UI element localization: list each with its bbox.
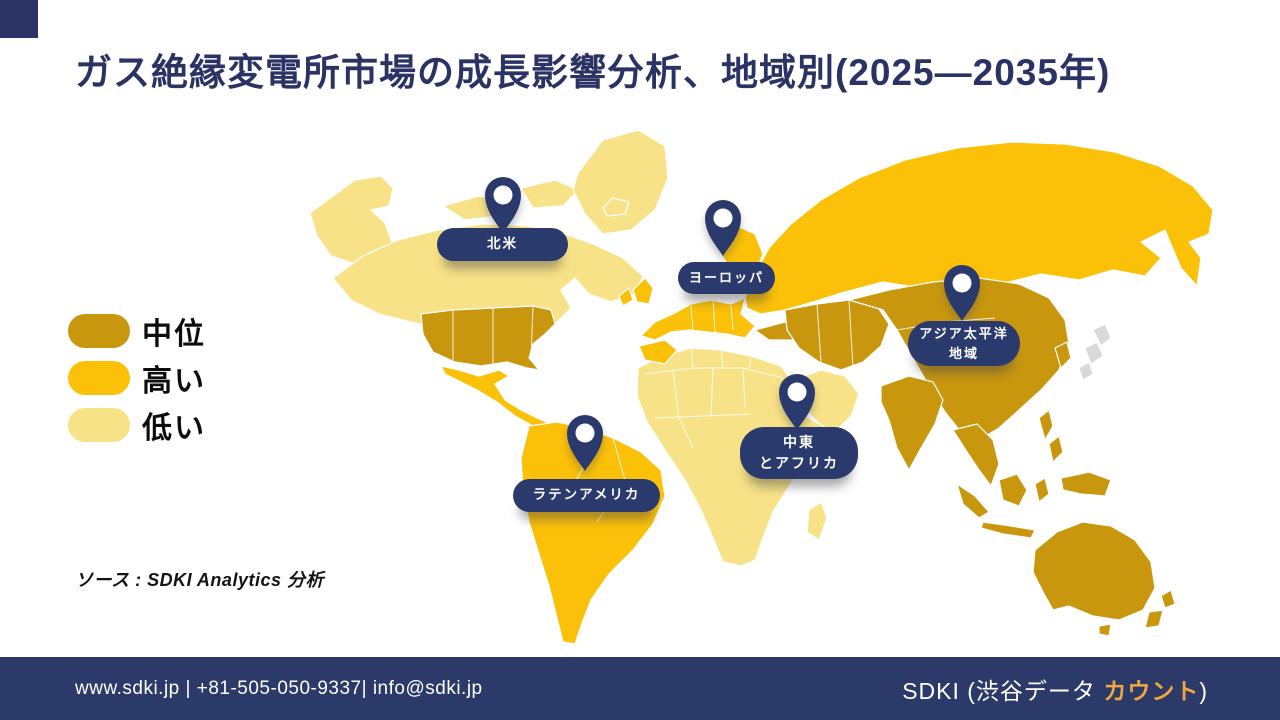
footer-brand: SDKI (渋谷データ カウント) <box>902 677 1208 704</box>
legend-swatch-low-icon <box>68 408 130 442</box>
footer-brand-highlight: カウント <box>1103 677 1200 704</box>
footer-contact: www.sdki.jp | +81-505-050-9337| info@sdk… <box>75 677 483 699</box>
pin-asia-pacific-icon <box>944 265 980 321</box>
legend-label-high: 高い <box>142 365 206 398</box>
pin-latin-america-icon <box>567 415 603 471</box>
map-regions-high <box>440 141 1214 645</box>
pin-middle-east-africa-icon <box>779 374 815 430</box>
source-note: ソース : SDKI Analytics 分析 <box>75 570 324 590</box>
legend-item-low: 低い <box>68 408 206 445</box>
pin-north-america-icon <box>485 177 521 233</box>
label-europe: ヨーロッパ <box>678 262 775 294</box>
legend-swatch-high-icon <box>68 361 130 395</box>
world-map-svg <box>309 129 1214 645</box>
world-map <box>293 118 1238 648</box>
footer-bar: www.sdki.jp | +81-505-050-9337| info@sdk… <box>0 657 1280 720</box>
pin-europe-icon <box>705 200 741 256</box>
legend-label-medium: 中位 <box>142 318 206 351</box>
legend-item-medium: 中位 <box>68 314 206 351</box>
label-north-america: 北米 <box>437 228 568 261</box>
legend-item-high: 高い <box>68 361 206 398</box>
title-main: ガス絶縁変電所市場の成長影響分析、地域別 <box>75 53 835 94</box>
legend-swatch-medium-icon <box>68 314 130 348</box>
title-years: (2025—2035年) <box>835 52 1111 93</box>
corner-decoration <box>0 0 38 38</box>
label-middle-east-africa: 中東 とアフリカ <box>740 427 858 479</box>
label-asia-pacific: アジア太平洋 地域 <box>908 321 1020 366</box>
map-region-japan <box>1078 323 1112 381</box>
legend-label-low: 低い <box>142 412 206 445</box>
label-latin-america: ラテンアメリカ <box>513 479 660 512</box>
page-title: ガス絶縁変電所市場の成長影響分析、地域別(2025—2035年) <box>75 42 1235 96</box>
legend: 中位 高い 低い <box>68 314 206 455</box>
